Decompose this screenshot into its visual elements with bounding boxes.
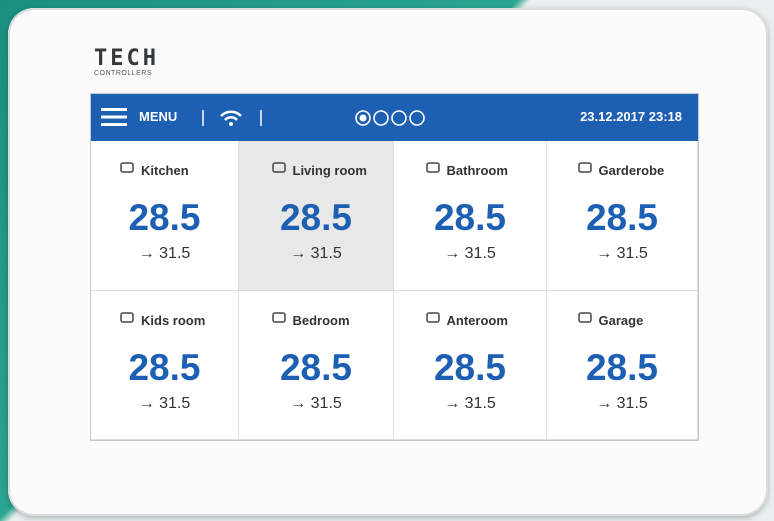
room-tile[interactable]: Bathroom 28.5 → 31.5 (394, 141, 547, 291)
brand: TECH (94, 48, 159, 70)
room-setpoint: → 31.5 (239, 245, 393, 263)
room-setpoint: → 31.5 (547, 245, 697, 263)
room-temperature: 28.5 (394, 347, 546, 389)
wifi-icon (199, 104, 279, 132)
room-temperature: 28.5 (547, 197, 697, 239)
room-tile[interactable]: Kids room 28.5 → 31.5 (91, 291, 239, 440)
room-name: Bathroom (394, 163, 546, 178)
room-setpoint: → 31.5 (91, 245, 238, 263)
room-name: Garage (547, 313, 697, 328)
status-bar: MENU 23.12.2017 23:18 (91, 94, 698, 141)
page: {"header": {"brand": "TECH", "subtitle":… (0, 0, 774, 521)
room-tile[interactable]: Living room 28.5 → 31.5 (239, 141, 394, 291)
room-setpoint: → 31.5 (239, 395, 393, 413)
room-name: Kitchen (91, 163, 238, 178)
room-name: Kids room (91, 313, 238, 328)
page-indicator[interactable] (353, 108, 435, 128)
datetime: 23.12.2017 23:18 (580, 109, 682, 124)
room-temperature: 28.5 (394, 197, 546, 239)
room-tile[interactable]: Garderobe 28.5 → 31.5 (547, 141, 698, 291)
room-tile[interactable]: Bedroom 28.5 → 31.5 (239, 291, 394, 440)
room-setpoint: → 31.5 (547, 395, 697, 413)
room-tile[interactable]: Anteroom 28.5 → 31.5 (394, 291, 547, 440)
room-tile[interactable]: Kitchen 28.5 → 31.5 (91, 141, 239, 291)
room-setpoint: → 31.5 (394, 245, 546, 263)
room-setpoint: → 31.5 (394, 395, 546, 413)
room-tile[interactable]: Garage 28.5 → 31.5 (547, 291, 698, 440)
room-name: Living room (239, 163, 393, 178)
room-setpoint: → 31.5 (91, 395, 238, 413)
room-temperature: 28.5 (91, 197, 238, 239)
brand-subtitle: CONTROLLERS (94, 70, 159, 77)
menu-icon[interactable] (101, 107, 127, 127)
room-name: Anteroom (394, 313, 546, 328)
menu-label[interactable]: MENU (139, 109, 177, 124)
room-temperature: 28.5 (239, 197, 393, 239)
room-temperature: 28.5 (547, 347, 697, 389)
room-temperature: 28.5 (239, 347, 393, 389)
room-name: Bedroom (239, 313, 393, 328)
room-name: Garderobe (547, 163, 697, 178)
logo: TECH CONTROLLERS (94, 48, 159, 77)
room-temperature: 28.5 (91, 347, 238, 389)
